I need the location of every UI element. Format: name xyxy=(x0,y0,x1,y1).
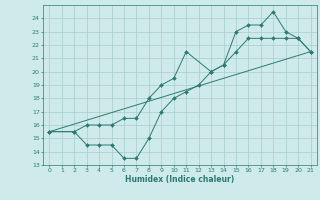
X-axis label: Humidex (Indice chaleur): Humidex (Indice chaleur) xyxy=(125,175,235,184)
